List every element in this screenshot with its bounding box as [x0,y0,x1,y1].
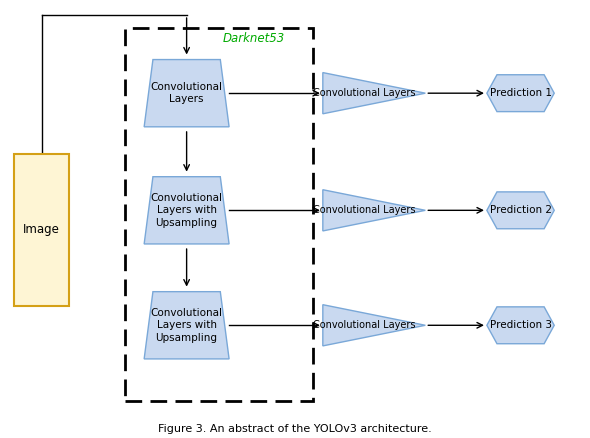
Text: Convolutional
Layers: Convolutional Layers [150,82,222,104]
Text: Prediction 3: Prediction 3 [490,320,552,330]
Polygon shape [487,192,554,229]
Text: Convolutional
Layers with
Upsampling: Convolutional Layers with Upsampling [150,308,222,343]
Polygon shape [323,73,425,114]
Text: Convolutional
Layers with
Upsampling: Convolutional Layers with Upsampling [150,193,222,228]
Polygon shape [487,307,554,344]
Text: Convolutional Layers: Convolutional Layers [313,88,415,98]
Polygon shape [487,75,554,112]
Polygon shape [323,305,425,346]
Polygon shape [323,190,425,231]
Polygon shape [144,177,229,244]
Polygon shape [144,60,229,127]
Bar [125,28,313,401]
Text: Convolutional Layers: Convolutional Layers [313,205,415,215]
Text: Prediction 2: Prediction 2 [490,205,552,215]
Text: Prediction 1: Prediction 1 [490,88,552,98]
Text: Convolutional Layers: Convolutional Layers [313,320,415,330]
Bar [14,154,70,306]
Text: Figure 3. An abstract of the YOLOv3 architecture.: Figure 3. An abstract of the YOLOv3 arch… [158,424,432,434]
Polygon shape [144,292,229,359]
Text: Image: Image [23,223,60,237]
Text: Darknet53: Darknet53 [222,32,285,46]
